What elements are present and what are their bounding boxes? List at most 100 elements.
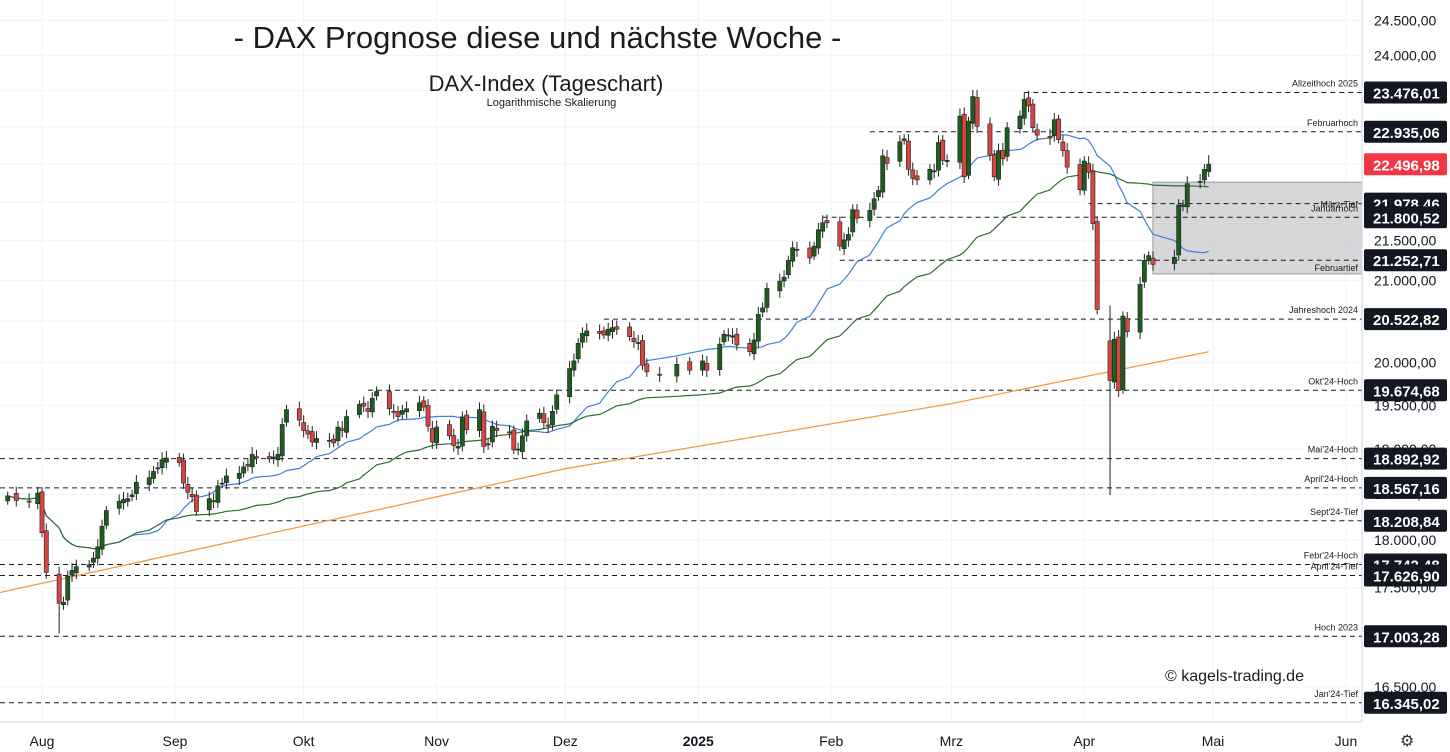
candle: [537, 408, 542, 423]
candle-body: [884, 157, 890, 164]
candle: [1176, 199, 1182, 261]
candle-body: [399, 410, 405, 415]
candle: [966, 116, 971, 180]
candle: [425, 399, 431, 432]
candle-body: [674, 364, 680, 377]
candle: [790, 241, 796, 267]
candle-body: [35, 492, 41, 504]
x-tick-label: Mai: [1202, 733, 1225, 749]
candle: [421, 396, 427, 412]
candle: [103, 506, 109, 530]
candle: [1184, 176, 1190, 214]
candle: [215, 480, 221, 508]
candle-body: [176, 457, 182, 463]
candle: [284, 404, 289, 427]
price-label: 22.935,06: [1373, 125, 1440, 142]
levels-layer: Allzeithoch 2025 Februarhoch März-TiefJanu…: [0, 78, 1362, 704]
candle-body: [185, 483, 191, 493]
price-label-box: [1364, 249, 1447, 272]
candle-body: [129, 494, 135, 497]
candle-body: [717, 343, 723, 371]
candle-body: [331, 438, 337, 444]
candle-body: [785, 260, 791, 275]
candle: [404, 401, 409, 419]
candle-body: [957, 115, 963, 163]
candle: [429, 420, 435, 449]
candle: [605, 322, 611, 342]
candle: [211, 493, 216, 509]
candle-body: [451, 435, 457, 446]
candle: [361, 396, 367, 413]
candle-body: [824, 220, 830, 224]
candle: [309, 426, 315, 447]
candle: [601, 326, 607, 339]
candle: [777, 273, 783, 298]
candle: [884, 150, 890, 171]
candle-body: [1141, 260, 1147, 283]
level-name: März-Tief: [1320, 200, 1358, 210]
candle: [151, 466, 156, 484]
candle: [266, 452, 272, 463]
candle: [631, 331, 637, 349]
candle: [279, 418, 285, 462]
candle: [730, 328, 735, 344]
candle: [344, 409, 349, 439]
x-tick-label: Jun: [1335, 733, 1358, 749]
candle-body: [279, 424, 285, 457]
candle-body: [326, 439, 332, 442]
candle-body: [1081, 160, 1087, 191]
candle-body: [1111, 338, 1117, 383]
candle: [931, 163, 937, 179]
ma200-line: [0, 351, 1209, 594]
candle: [1051, 113, 1057, 142]
candle-body: [940, 139, 946, 161]
candle-body: [206, 498, 212, 511]
candle-body: [421, 400, 427, 408]
candle-body: [584, 330, 590, 337]
candle-body: [1047, 136, 1053, 139]
candle: [944, 154, 950, 168]
y-tick-label: 16.500,00: [1374, 679, 1436, 695]
candle-body: [43, 530, 49, 573]
candle: [1197, 174, 1203, 189]
candle-body: [103, 510, 109, 526]
candle: [1090, 163, 1096, 231]
candle: [815, 222, 821, 255]
candle: [1137, 276, 1143, 339]
candle-body: [820, 222, 826, 232]
candle-body: [1064, 150, 1070, 168]
candle-body: [571, 360, 577, 371]
y-tick-label: 21.500,00: [1374, 233, 1436, 249]
candle: [1047, 128, 1053, 145]
candle: [567, 361, 572, 404]
candle-body: [815, 229, 821, 249]
gear-icon[interactable]: ⚙: [1400, 733, 1415, 750]
y-tick-label: 19.500,00: [1374, 397, 1436, 413]
candle-body: [163, 457, 169, 463]
candle: [26, 493, 32, 509]
candle: [1060, 135, 1066, 157]
candle-body: [374, 391, 379, 397]
candle: [940, 135, 946, 165]
candle: [614, 320, 620, 335]
candle-body: [395, 411, 401, 417]
candle-body: [13, 493, 19, 501]
candle-body: [554, 394, 560, 410]
candle-body: [1124, 318, 1130, 333]
candle-body: [219, 482, 225, 485]
candle-body: [627, 326, 633, 337]
candle-body: [181, 459, 186, 484]
price-label: 16.345,02: [1373, 696, 1440, 713]
candle-body: [1184, 183, 1190, 208]
candle-body: [966, 120, 971, 176]
candle-body: [99, 525, 105, 550]
price-label: 23.476,01: [1373, 85, 1440, 102]
candle-body: [133, 481, 139, 494]
candle-body: [1171, 256, 1177, 264]
candle: [867, 202, 873, 228]
price-label-box: [1364, 509, 1447, 532]
candle: [515, 442, 521, 456]
candle: [687, 356, 693, 375]
candle: [781, 270, 787, 288]
